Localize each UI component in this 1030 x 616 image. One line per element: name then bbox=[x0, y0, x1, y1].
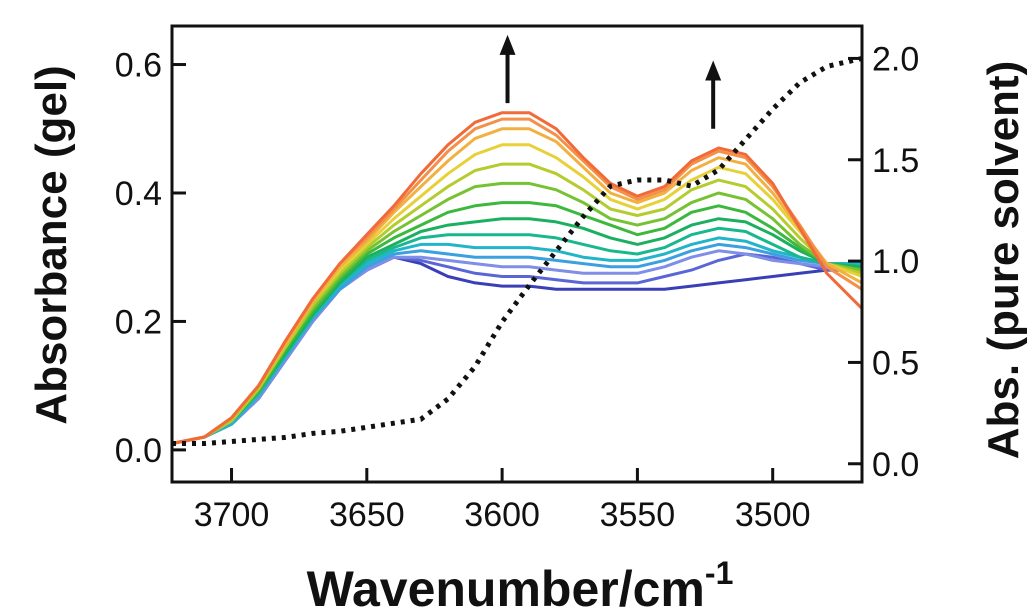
solvent-dotted-line bbox=[172, 55, 863, 446]
x-tick-label-3550: 3550 bbox=[600, 496, 676, 534]
spectrum-line-9 bbox=[170, 181, 864, 445]
spectrum-line-2 bbox=[170, 252, 864, 445]
y-left-tick-label-2: 0.4 bbox=[115, 175, 162, 213]
spectrum-line-10 bbox=[170, 162, 864, 445]
y-right-axis-title: Abs. (pure solvent) bbox=[979, 61, 1028, 460]
spectrum-line-14 bbox=[170, 111, 864, 445]
arrow-annotations bbox=[499, 34, 722, 129]
y-right-tick-label-3: 1.5 bbox=[872, 142, 919, 180]
x-tick-label-3650: 3650 bbox=[329, 496, 405, 534]
y-right-tick-label-0: 0.0 bbox=[872, 446, 919, 484]
x-tick-label-3500: 3500 bbox=[735, 496, 811, 534]
arrow-head-2 bbox=[705, 60, 722, 81]
arrow-head-1 bbox=[499, 34, 516, 55]
y-right-tick-label-4: 2.0 bbox=[872, 40, 919, 78]
x-tick-label-3600: 3600 bbox=[464, 496, 540, 534]
spectrum-line-8 bbox=[170, 201, 864, 445]
x-axis-title: Wavenumber/cm-1 bbox=[307, 555, 734, 616]
x-axis-ticks: 3700 3650 3600 3550 3500 bbox=[194, 468, 811, 534]
y-left-tick-label-0: 0.0 bbox=[115, 432, 162, 470]
y-left-axis-ticks: 0.0 0.2 0.4 0.6 bbox=[115, 47, 186, 470]
spectrum-line-1 bbox=[170, 255, 864, 445]
solvent-curve bbox=[172, 55, 863, 446]
spectrum-line-6 bbox=[170, 226, 864, 445]
y-left-axis-title: Absorbance (gel) bbox=[27, 65, 76, 424]
spectrum-line-11 bbox=[170, 143, 864, 445]
x-tick-label-3700: 3700 bbox=[194, 496, 270, 534]
spectrum-line-7 bbox=[170, 217, 864, 445]
spectra-curves bbox=[170, 111, 864, 445]
y-left-tick-label-3: 0.6 bbox=[115, 47, 162, 85]
plot-frame bbox=[170, 24, 864, 484]
y-right-tick-label-2: 1.0 bbox=[872, 243, 919, 281]
spectrum-line-12 bbox=[170, 127, 864, 445]
y-left-tick-label-1: 0.2 bbox=[115, 303, 162, 341]
spectrum-line-4 bbox=[170, 242, 864, 445]
y-right-tick-label-1: 0.5 bbox=[872, 344, 919, 382]
y-right-axis-ticks: 0.0 0.5 1.0 1.5 2.0 bbox=[848, 40, 919, 484]
spectrum-line-3 bbox=[170, 249, 864, 445]
spectrum-line-5 bbox=[170, 236, 864, 445]
